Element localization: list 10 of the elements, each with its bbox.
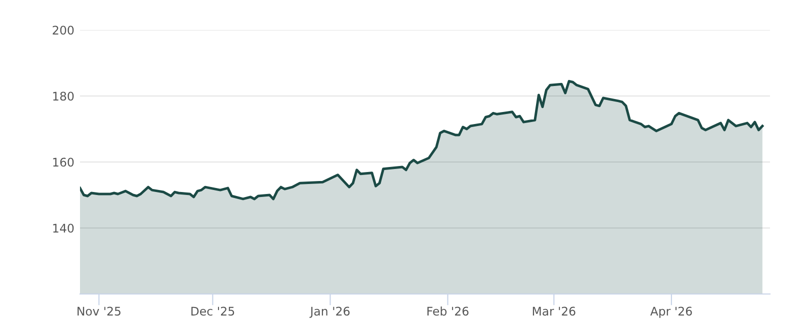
y-tick-label: 180 bbox=[53, 92, 74, 101]
y-tick-label: 140 bbox=[53, 224, 74, 233]
y-tick-label: 160 bbox=[53, 158, 74, 167]
x-tick-label: Feb '26 bbox=[427, 306, 468, 316]
x-tick-label: Nov '25 bbox=[78, 306, 120, 316]
x-tick-label: Jan '26 bbox=[310, 306, 350, 318]
x-tick-label: Mar '26 bbox=[532, 306, 576, 316]
y-tick-label: 200 bbox=[52, 26, 74, 35]
x-tick-label: Apr '26 bbox=[650, 306, 692, 318]
x-tick-label: Dec '25 bbox=[191, 306, 234, 316]
